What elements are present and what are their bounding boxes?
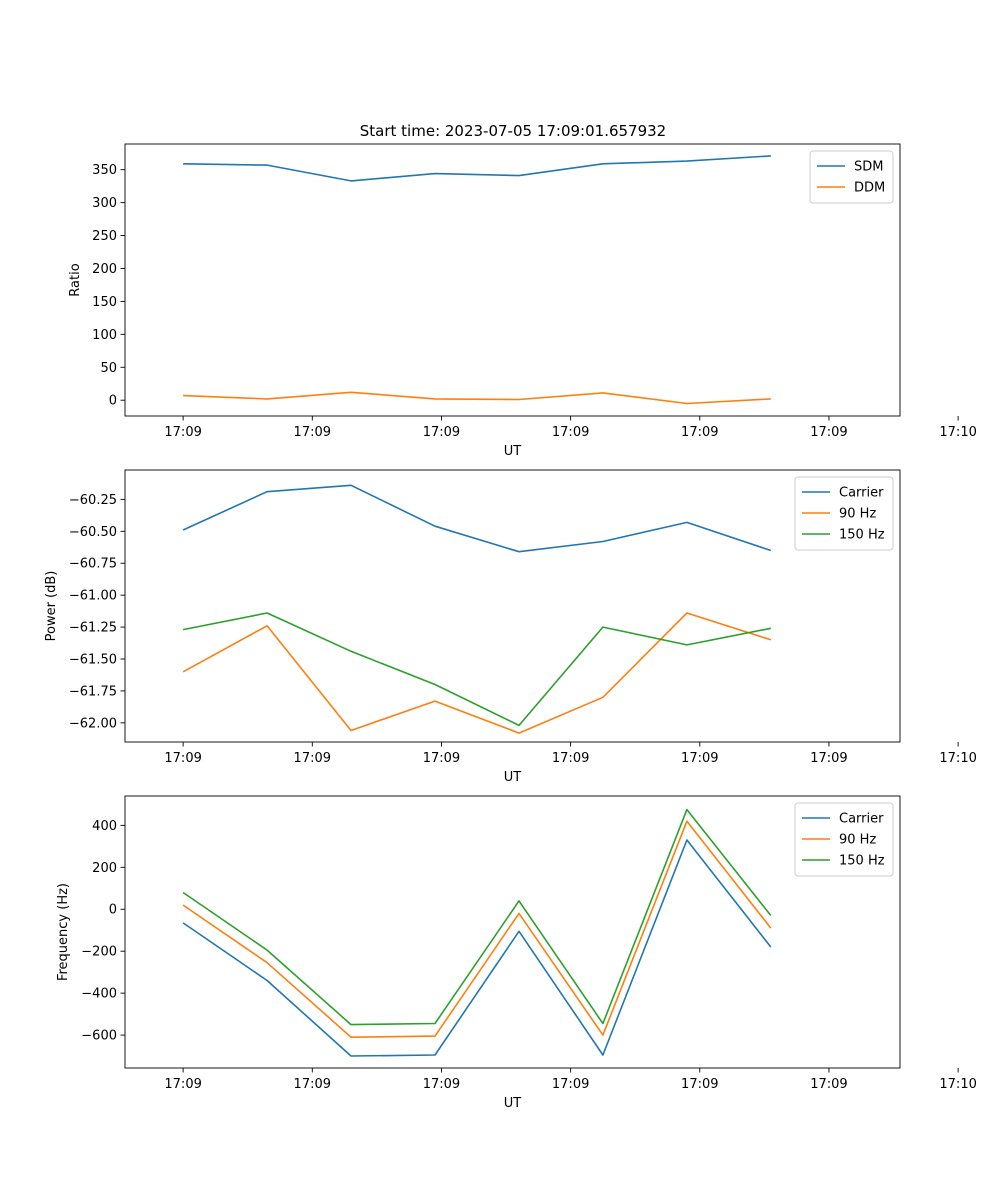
x-tick-label: 17:09	[164, 1077, 201, 1092]
x-tick-label: 17:09	[164, 751, 201, 766]
y-tick-label: 100	[92, 328, 117, 343]
legend-label: SDM	[854, 160, 883, 175]
y-tick-label: 200	[92, 861, 117, 876]
y-tick-label: −60.75	[69, 557, 117, 572]
x-tick-label: 17:09	[552, 1077, 589, 1092]
x-tick-label: 17:09	[810, 425, 847, 440]
y-axis-label: Ratio	[68, 263, 83, 296]
y-tick-label: −61.50	[69, 652, 117, 667]
x-tick-label: 17:09	[681, 751, 718, 766]
chart-panel-2: 17:09 17:09 17:09 17:09 17:09 17:09 17:10 −62.0…	[44, 469, 977, 785]
legend-label: Carrier	[839, 486, 884, 501]
y-tick-label: 400	[92, 819, 117, 834]
series-line-90-hz	[182, 820, 772, 1038]
x-tick-label: 17:10	[939, 425, 976, 440]
x-tick-label: 17:09	[164, 425, 201, 440]
y-tick-label: −600	[81, 1029, 117, 1044]
x-tick-label: 17:09	[552, 751, 589, 766]
y-tick-label: 350	[92, 163, 117, 178]
plot-frame	[124, 469, 901, 743]
x-tick-label: 17:09	[423, 425, 460, 440]
plot-frame	[124, 795, 901, 1069]
legend: Carrier 90 Hz 150 Hz	[794, 802, 894, 877]
x-axis-label: UT	[504, 444, 522, 459]
y-axis-label: Frequency (Hz)	[56, 883, 71, 981]
y-tick-label: −200	[81, 945, 117, 960]
series-line-sdm	[183, 155, 771, 182]
y-tick-label: −61.75	[69, 684, 117, 699]
y-tick-label: 250	[92, 229, 117, 244]
y-tick-label: 0	[109, 903, 117, 918]
x-axis-label: UT	[504, 770, 522, 785]
y-tick-label: −60.25	[69, 493, 117, 508]
figure-title: Start time: 2023-07-05 17:09:01.657932	[360, 122, 666, 140]
y-axis-label: Power (dB)	[44, 571, 59, 642]
y-tick-label: −61.00	[69, 589, 117, 604]
series-line-150-hz	[182, 808, 772, 1026]
chart-panel-1: 17:09 17:09 17:09 17:09 17:09 17:09 17:10 0 50 10…	[68, 143, 977, 459]
series-line-carrier	[182, 839, 772, 1057]
y-tick-label: 0	[109, 394, 117, 409]
legend-label: 150 Hz	[839, 854, 885, 869]
y-tick-label: −62.00	[69, 716, 117, 731]
legend: Carrier 90 Hz 150 Hz	[794, 476, 894, 551]
legend-label: 150 Hz	[839, 528, 885, 543]
chart-panel-3: 17:09 17:09 17:09 17:09 17:09 17:09 17:10 −600 −…	[56, 795, 977, 1111]
y-tick-label: 200	[92, 262, 117, 277]
plot-frame	[124, 143, 901, 417]
x-axis-label: UT	[504, 1096, 522, 1111]
x-tick-label: 17:09	[810, 751, 847, 766]
y-tick-label: 150	[92, 295, 117, 310]
series-line-carrier	[182, 484, 772, 553]
x-tick-label: 17:10	[939, 751, 976, 766]
y-tick-label: −60.50	[69, 525, 117, 540]
x-tick-label: 17:09	[810, 1077, 847, 1092]
series-line-150-hz	[182, 612, 771, 727]
y-tick-label: 300	[92, 196, 117, 211]
x-tick-label: 17:09	[423, 1077, 460, 1092]
series-line-ddm	[183, 391, 771, 405]
y-tick-label: −400	[81, 987, 117, 1002]
legend-label: 90 Hz	[839, 507, 876, 522]
legend-label: DDM	[854, 181, 885, 196]
legend-label: Carrier	[839, 812, 884, 827]
legend-box	[794, 802, 894, 877]
legend-box	[794, 476, 894, 551]
x-tick-label: 17:09	[294, 751, 331, 766]
legend-box	[809, 150, 894, 204]
x-tick-label: 17:09	[294, 425, 331, 440]
legend-label: 90 Hz	[839, 833, 876, 848]
x-tick-label: 17:09	[681, 1077, 718, 1092]
series-line-90-hz	[182, 612, 772, 734]
x-tick-label: 17:10	[939, 1077, 976, 1092]
y-tick-label: 50	[100, 361, 117, 376]
legend: SDM DDM	[809, 150, 894, 204]
x-tick-label: 17:09	[423, 751, 460, 766]
y-tick-label: −61.25	[69, 621, 117, 636]
x-tick-label: 17:09	[294, 1077, 331, 1092]
x-tick-label: 17:09	[681, 425, 718, 440]
x-tick-label: 17:09	[552, 425, 589, 440]
